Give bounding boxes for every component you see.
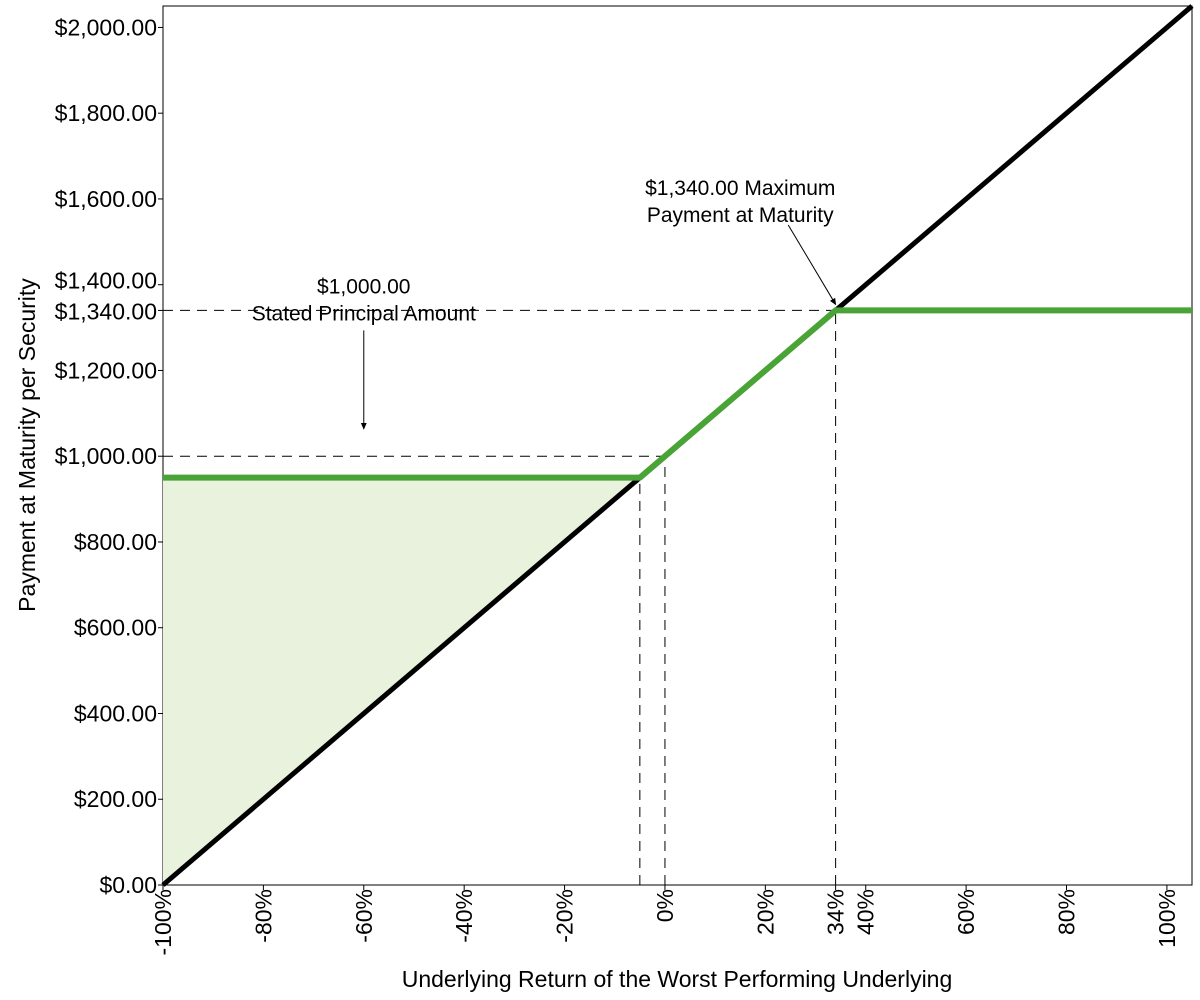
y-axis-ticks: $0.00 $200.00 $400.00 $600.00 $800.00 $1,000.…: [55, 14, 163, 898]
x-tick-label: 0%: [652, 889, 678, 922]
annotation-text: $1,000.00: [317, 275, 410, 298]
y-tick-label: $1,400.00: [55, 268, 157, 294]
annotation-1: $1,000.00 Stated Principal Amount: [252, 275, 476, 430]
y-tick-label: $200.00: [74, 786, 157, 812]
annotation-text: $1,340.00 Maximum: [645, 177, 835, 200]
annotation-text: Stated Principal Amount: [252, 302, 476, 325]
annotation-2: $1,340.00 Maximum Payment at Maturity: [645, 177, 837, 306]
series-layer: [161, 4, 1194, 887]
y-tick-label: $600.00: [74, 615, 157, 641]
y-tick-label: $1,200.00: [55, 357, 157, 383]
x-tick-label: 20%: [752, 889, 778, 935]
x-tick-label: -20%: [552, 889, 578, 943]
x-axis-title: Underlying Return of the Worst Performin…: [402, 966, 953, 992]
annotation-arrow: [787, 224, 837, 306]
y-tick-label: $1,340.00: [55, 298, 157, 324]
y-tick-label: $1,600.00: [55, 186, 157, 212]
x-tick-label: 34%: [823, 889, 849, 935]
x-tick-label: -60%: [351, 889, 377, 943]
x-tick-label: 40%: [853, 889, 879, 935]
y-tick-label: $800.00: [74, 529, 157, 555]
y-tick-label: $0.00: [99, 872, 157, 898]
x-tick-label: 80%: [1054, 889, 1080, 935]
x-tick-label: -100%: [150, 889, 176, 955]
y-tick-label: $1,000.00: [55, 443, 157, 469]
payment-at-maturity-line: [163, 307, 1192, 481]
annotation-text: Payment at Maturity: [647, 204, 834, 227]
x-tick-label: 60%: [953, 889, 979, 935]
y-tick-label: $2,000.00: [55, 14, 157, 40]
annotations-layer: $1,000.00 Stated Principal Amount $1,340.0…: [252, 177, 837, 430]
x-tick-label: 100%: [1154, 889, 1180, 948]
x-axis-ticks: -100% -80% -60% -40% -20% 0% 20% 34% 40% 60% 80% 10…: [150, 885, 1180, 955]
x-tick-label: -40%: [451, 889, 477, 943]
y-tick-label: $1,800.00: [55, 100, 157, 126]
x-tick-label: -80%: [250, 889, 276, 943]
plot-area-frame: [162, 5, 1193, 886]
y-axis-title: Payment at Maturity per Security: [14, 278, 40, 612]
y-tick-label: $400.00: [74, 700, 157, 726]
